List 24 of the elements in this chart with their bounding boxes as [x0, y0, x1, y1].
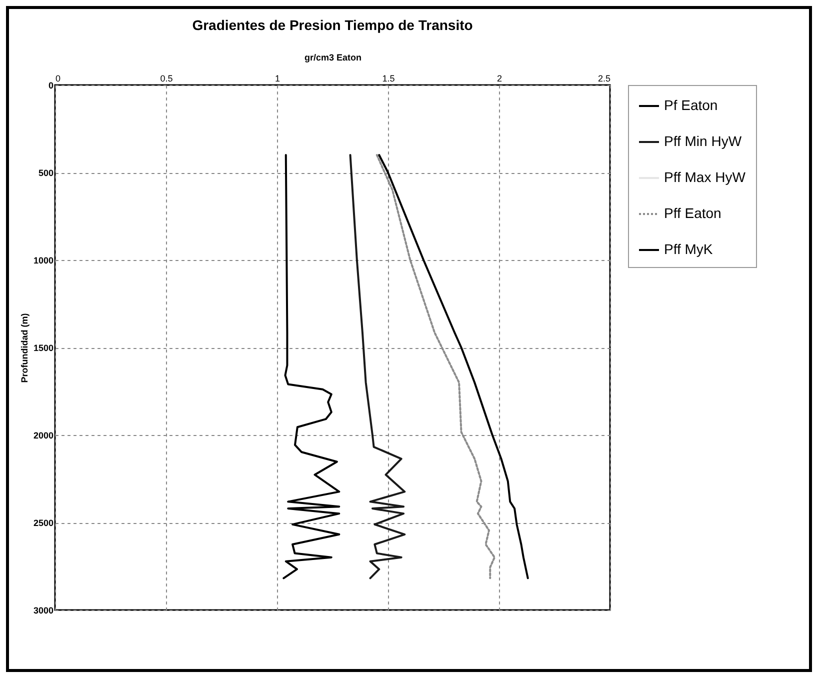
y-tick-label: 0	[48, 80, 54, 90]
legend-label: Pff Eaton	[664, 205, 722, 221]
legend-label: Pff Max HyW	[664, 169, 746, 185]
y-tick-label: 2000	[33, 430, 54, 440]
x-tick-label: 2	[496, 74, 502, 84]
x-axis-title: gr/cm3 Eaton	[304, 52, 362, 62]
legend-label: Pf Eaton	[664, 97, 718, 113]
x-tick-label: 1	[274, 74, 280, 84]
legend-label: Pff Min HyW	[664, 133, 742, 149]
x-tick-label: 1.5	[382, 74, 395, 84]
x-tick-label: 0	[56, 74, 61, 84]
chart-title: Gradientes de Presion Tiempo de Transito	[192, 17, 473, 33]
line-series	[349, 154, 406, 580]
y-tick-label: 2500	[33, 518, 54, 528]
x-tick-label: 2.5	[598, 74, 610, 84]
y-tick-label: 1500	[33, 343, 54, 353]
y-tick-label: 500	[38, 168, 54, 178]
y-axis-title: Profundidad (m)	[19, 313, 30, 383]
line-series	[282, 154, 340, 580]
line-series	[378, 154, 529, 580]
y-tick-label: 3000	[33, 606, 54, 616]
legend-label: Pff MyK	[664, 241, 714, 257]
x-tick-label: 0.5	[160, 74, 173, 84]
y-tick-label: 1000	[33, 256, 54, 266]
